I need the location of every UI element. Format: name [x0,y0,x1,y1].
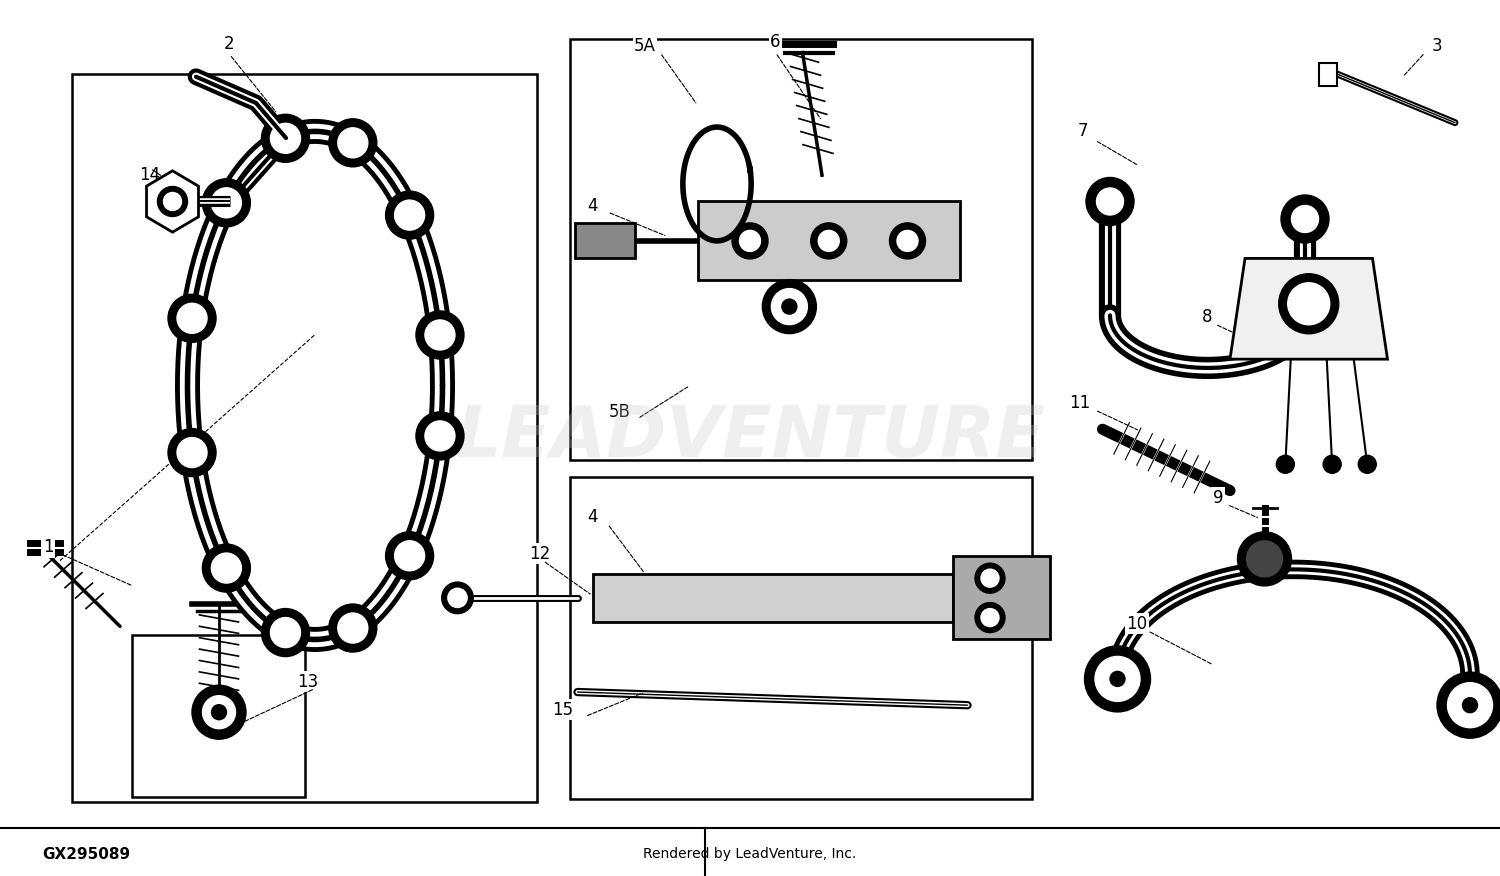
Circle shape [1281,195,1329,243]
Text: 14: 14 [140,166,160,184]
Circle shape [202,544,250,592]
Text: 1: 1 [42,539,54,556]
Circle shape [732,223,768,259]
Circle shape [270,124,300,153]
Circle shape [424,320,454,350]
Text: 7: 7 [1077,123,1088,140]
Text: 12: 12 [530,545,550,562]
Bar [592,574,952,622]
Circle shape [1359,456,1377,473]
Circle shape [192,685,246,739]
Circle shape [740,230,760,251]
Circle shape [394,540,424,571]
Circle shape [168,294,216,343]
Circle shape [1238,532,1292,586]
Circle shape [1323,456,1341,473]
Circle shape [782,299,796,314]
Circle shape [386,191,433,239]
Text: 15: 15 [552,701,573,718]
Circle shape [270,618,300,647]
Circle shape [1462,697,1478,713]
Circle shape [441,583,474,613]
Circle shape [1095,656,1140,702]
Bar [952,556,1050,639]
Circle shape [261,609,309,657]
Text: 5A: 5A [634,37,656,54]
Text: 6: 6 [771,33,780,51]
Circle shape [1096,188,1124,215]
Circle shape [261,114,309,162]
Circle shape [981,569,999,587]
Circle shape [1086,178,1134,225]
Circle shape [1448,682,1492,728]
Circle shape [338,128,368,158]
Circle shape [168,428,216,477]
Circle shape [448,589,466,608]
Circle shape [1110,671,1125,687]
Circle shape [164,193,182,210]
Text: 10: 10 [1126,615,1148,632]
Bar [570,39,1032,460]
Circle shape [1276,456,1294,473]
Circle shape [202,179,250,227]
Circle shape [1084,646,1150,712]
Circle shape [424,420,454,451]
Circle shape [890,223,926,259]
Circle shape [328,119,376,166]
Bar [574,223,634,258]
Circle shape [394,200,424,230]
Circle shape [416,412,464,460]
Text: 9: 9 [1212,489,1224,506]
Text: LEADVENTURE: LEADVENTURE [454,404,1046,472]
Circle shape [211,553,242,583]
Circle shape [202,696,236,729]
Bar [570,477,1032,799]
Circle shape [1246,540,1282,577]
Text: 4: 4 [588,197,597,215]
Circle shape [177,438,207,468]
Circle shape [810,223,846,259]
Circle shape [328,604,376,652]
Circle shape [762,279,816,334]
Text: 11: 11 [1070,394,1090,412]
Bar [132,635,304,797]
Circle shape [771,288,807,325]
Circle shape [897,230,918,251]
Bar [698,201,960,280]
Polygon shape [147,171,198,232]
Circle shape [1287,283,1329,325]
Text: 3: 3 [1431,37,1443,54]
Circle shape [416,311,464,359]
Text: 2: 2 [224,35,236,53]
Circle shape [1437,672,1500,738]
Text: 13: 13 [297,673,318,690]
Circle shape [158,187,188,216]
Circle shape [338,613,368,643]
Circle shape [819,230,840,251]
Polygon shape [1230,258,1388,359]
Circle shape [211,704,226,720]
Circle shape [177,303,207,333]
Text: 4: 4 [588,508,597,526]
Text: Rendered by LeadVenture, Inc.: Rendered by LeadVenture, Inc. [644,847,856,861]
Circle shape [975,563,1005,593]
Circle shape [386,532,433,580]
Bar [72,74,537,802]
Circle shape [211,187,242,218]
Bar [1318,63,1336,86]
Circle shape [975,603,1005,632]
Text: 8: 8 [1203,308,1212,326]
Circle shape [1278,274,1338,334]
Circle shape [981,609,999,626]
Circle shape [1292,206,1318,232]
Text: 5B: 5B [609,403,630,420]
Text: GX295089: GX295089 [42,846,130,862]
